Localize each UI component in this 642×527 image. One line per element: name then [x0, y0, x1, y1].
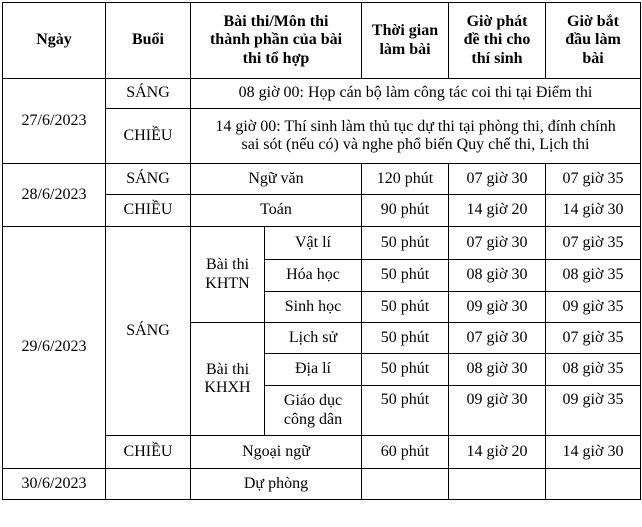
duration-cell: 120 phút — [361, 163, 449, 195]
subject-cell: Ngoại ngữ — [190, 435, 362, 469]
table-row: 28/6/2023 SÁNG Ngữ văn 120 phút 07 giờ 3… — [2, 163, 641, 227]
activity-cell: 14 giờ 00: Thí sinh làm thủ tục dự thi t… — [190, 108, 641, 164]
duration-cell: 50 phút — [361, 226, 449, 260]
header-exam: Bài thi/Môn thi thành phần của bài thi t… — [190, 2, 362, 79]
session-cell: CHIỀU — [105, 194, 191, 227]
empty-cell — [361, 468, 449, 500]
start-time-cell: 14 giờ 30 — [545, 435, 641, 469]
start-time-cell: 07 giờ 35 — [545, 163, 641, 195]
subject-cell: Dự phòng — [190, 468, 362, 500]
header-duration: Thời gian làm bài — [361, 2, 449, 79]
date-cell-29-6: 29/6/2023 — [2, 226, 106, 469]
duration-cell: 50 phút — [361, 291, 449, 323]
session-cell: SÁNG — [105, 163, 191, 195]
distribute-time-cell: 09 giờ 30 — [448, 385, 546, 436]
table-row: 27/6/2023 SÁNG 08 giờ 00: Họp cán bộ làm… — [2, 78, 641, 164]
header-row: Ngày Buổi Bài thi/Môn thi thành phần của… — [2, 2, 641, 79]
subject-cell: Sinh học — [264, 291, 362, 323]
distribute-time-cell: 08 giờ 30 — [448, 353, 546, 386]
subject-cell: Toán — [190, 194, 362, 227]
table-row: CHIỀU Toán 90 phút 14 giờ 20 14 giờ 30 — [3, 194, 641, 227]
header-start-time: Giờ bắt đầu làm bài — [545, 2, 641, 79]
distribute-time-cell: 09 giờ 30 — [448, 291, 546, 323]
table-row: Giáo dục công dân 50 phút 09 giờ 30 09 g… — [3, 385, 641, 436]
header-distribute-time: Giờ phát đề thi cho thí sinh — [448, 2, 546, 79]
start-time-cell: 08 giờ 35 — [545, 353, 641, 386]
header-date: Ngày — [2, 2, 106, 79]
subject-cell: Vật lí — [264, 226, 362, 260]
header-session: Buổi — [105, 2, 191, 79]
session-cell: CHIỀU — [105, 108, 191, 164]
table-row: CHIỀU Ngoại ngữ 60 phút 14 giờ 20 14 giờ… — [3, 435, 641, 469]
table-row: Địa lí 50 phút 08 giờ 30 08 giờ 35 — [3, 353, 641, 386]
distribute-time-cell: 14 giờ 20 — [448, 435, 546, 469]
distribute-time-cell: 14 giờ 20 — [448, 194, 546, 227]
subject-cell: Địa lí — [264, 353, 362, 386]
start-time-cell: 14 giờ 30 — [545, 194, 641, 227]
table-row: Hóa học 50 phút 08 giờ 30 08 giờ 35 — [3, 259, 641, 292]
start-time-cell: 09 giờ 35 — [545, 385, 641, 436]
subject-cell: Giáo dục công dân — [264, 385, 362, 436]
exam-group-cell-khxh: Bài thi KHXH — [190, 322, 265, 436]
activity-cell: 08 giờ 00: Họp cán bộ làm công tác coi t… — [190, 78, 641, 109]
start-time-cell: 08 giờ 35 — [545, 259, 641, 292]
empty-cell — [545, 468, 641, 500]
table-row: 30/6/2023 Dự phòng — [2, 468, 641, 500]
exam-schedule-table: Ngày Buổi Bài thi/Môn thi thành phần của… — [2, 2, 641, 500]
distribute-time-cell: 07 giờ 30 — [448, 163, 546, 195]
duration-cell: 90 phút — [361, 194, 449, 227]
duration-cell: 50 phút — [361, 322, 449, 354]
empty-session-cell — [105, 468, 191, 500]
session-cell: SÁNG — [105, 226, 191, 436]
session-cell: CHIỀU — [105, 435, 191, 469]
date-cell-28-6: 28/6/2023 — [2, 163, 106, 227]
duration-cell: 50 phút — [361, 353, 449, 386]
distribute-time-cell: 07 giờ 30 — [448, 322, 546, 354]
distribute-time-cell: 08 giờ 30 — [448, 259, 546, 292]
duration-cell: 50 phút — [361, 385, 449, 436]
date-cell-30-6: 30/6/2023 — [2, 468, 106, 500]
subject-cell: Lịch sử — [264, 322, 362, 354]
table-row: 29/6/2023 SÁNG Bài thi KHTN Vật lí 50 ph… — [2, 226, 641, 469]
start-time-cell: 07 giờ 35 — [545, 226, 641, 260]
empty-cell — [448, 468, 546, 500]
subject-cell: Ngữ văn — [190, 163, 362, 195]
duration-cell: 50 phút — [361, 259, 449, 292]
duration-cell: 60 phút — [361, 435, 449, 469]
table-row: Sinh học 50 phút 09 giờ 30 09 giờ 35 — [3, 291, 641, 323]
distribute-time-cell: 07 giờ 30 — [448, 226, 546, 260]
start-time-cell: 09 giờ 35 — [545, 291, 641, 323]
subject-cell: Hóa học — [264, 259, 362, 292]
date-cell-27-6: 27/6/2023 — [2, 78, 106, 164]
table-row: CHIỀU 14 giờ 00: Thí sinh làm thủ tục dự… — [3, 108, 641, 164]
session-cell: SÁNG — [105, 78, 191, 109]
start-time-cell: 07 giờ 35 — [545, 322, 641, 354]
exam-group-cell-khtn: Bài thi KHTN — [190, 226, 265, 323]
